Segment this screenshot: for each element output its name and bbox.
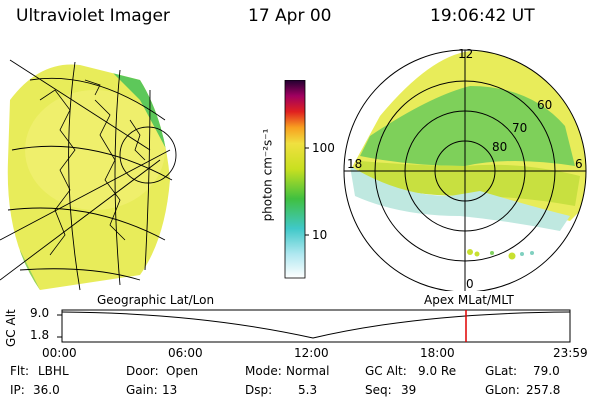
timeline-xtick-1800: 18:00 xyxy=(420,346,455,360)
glon-label: GLon: xyxy=(485,383,520,397)
glat-label: GLat: xyxy=(485,364,518,378)
polar-grid xyxy=(343,49,587,291)
timeline-frame xyxy=(61,309,571,343)
timeline-xtick-0600: 06:00 xyxy=(168,346,203,360)
coastline-outlines xyxy=(39,79,146,256)
dsp-label: Dsp: xyxy=(245,383,273,397)
colorbar-tick-10: 10 xyxy=(312,228,328,242)
altitude-timeline xyxy=(57,309,571,343)
mlat-label-60: 60 xyxy=(537,98,553,112)
geographic-caption: Geographic Lat/Lon xyxy=(97,293,215,307)
colorbar-tick-100: 100 xyxy=(312,141,335,155)
door-value: Open xyxy=(166,364,199,378)
dsp-value: 5.3 xyxy=(298,383,318,397)
timeline-xtick-1200: 12:00 xyxy=(294,346,329,360)
instrument-title: Ultraviolet Imager xyxy=(16,6,170,26)
mlt-label-12: 12 xyxy=(458,47,474,61)
glat-value: 79.0 xyxy=(533,364,560,378)
seq-value: 39 xyxy=(401,383,417,397)
polar-emission-image xyxy=(350,51,586,231)
geographic-image-panel xyxy=(0,59,177,291)
latlon-grid xyxy=(0,59,177,291)
mlat-label-70: 70 xyxy=(512,121,528,135)
timeline-ylabel: GC Alt xyxy=(4,309,18,347)
geographic-emission-image xyxy=(7,64,171,290)
gain-label: Gain: xyxy=(126,383,158,397)
ip-value: 36.0 xyxy=(33,383,60,397)
apex-caption: Apex MLat/MLT xyxy=(424,293,514,307)
mlat-label-80: 80 xyxy=(492,140,508,154)
colorbar xyxy=(284,80,309,279)
timeline-xtick-0000: 00:00 xyxy=(42,346,77,360)
timeline-ytick-high: 9.0 xyxy=(30,306,50,320)
gain-value: 13 xyxy=(162,383,178,397)
time-label: 19:06:42 UT xyxy=(430,6,535,26)
gcalt-label: GC Alt: xyxy=(365,364,407,378)
date-label: 17 Apr 00 xyxy=(248,6,332,26)
flt-value: LBHL xyxy=(38,364,69,378)
colorbar-unit-label: photon cm⁻²s⁻¹ xyxy=(260,128,275,222)
ip-label: IP: xyxy=(10,383,25,397)
colorbar-gradient xyxy=(284,80,306,279)
seq-label: Seq: xyxy=(365,383,392,397)
mlt-label-0: 0 xyxy=(466,277,474,291)
polar-mlt-plot xyxy=(343,49,587,291)
glon-value: 257.8 xyxy=(526,383,561,397)
gcalt-value: 9.0 Re xyxy=(418,364,457,378)
timeline-ytick-low: 1.8 xyxy=(30,328,50,342)
mlt-label-6: 6 xyxy=(575,157,583,171)
mode-label: Mode: xyxy=(245,364,282,378)
dayglow-points xyxy=(467,249,534,260)
altitude-curve xyxy=(61,311,571,339)
mlt-label-18: 18 xyxy=(347,157,363,171)
mode-value: Normal xyxy=(286,364,330,378)
timeline-xtick-2359: 23:59 xyxy=(553,346,588,360)
flt-label: Flt: xyxy=(10,364,29,378)
door-label: Door: xyxy=(126,364,159,378)
